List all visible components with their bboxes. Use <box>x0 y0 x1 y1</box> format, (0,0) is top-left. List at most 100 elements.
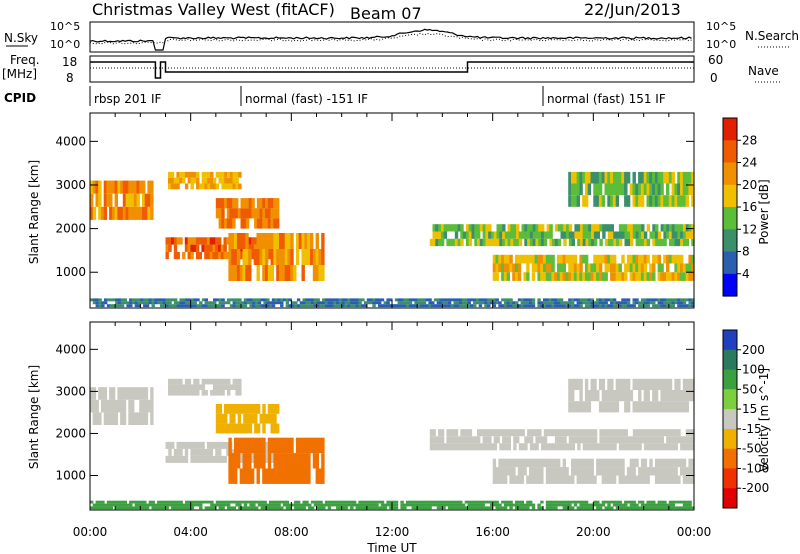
heatmap-cell <box>139 206 143 220</box>
heatmap-cell <box>607 467 611 476</box>
heatmap-cell <box>688 304 692 308</box>
heatmap-cell <box>618 224 623 232</box>
heatmap-cell <box>103 387 108 400</box>
heatmap-cell <box>640 378 645 390</box>
heatmap-cell <box>607 224 612 232</box>
heatmap-cell <box>523 272 527 281</box>
heatmap-cell <box>287 453 291 469</box>
heatmap-cell <box>276 437 280 454</box>
heatmap-cell <box>277 506 281 510</box>
heatmap-cell <box>227 171 231 178</box>
heatmap-cell <box>657 171 661 184</box>
heatmap-cell <box>235 198 239 209</box>
heatmap-cell <box>621 254 625 264</box>
heatmap-cell <box>125 193 129 207</box>
heatmap-cell <box>507 231 511 239</box>
heatmap-cell <box>546 231 550 239</box>
heatmap-cell <box>90 387 94 400</box>
heatmap-cell <box>229 298 234 302</box>
heatmap-cell <box>301 233 305 249</box>
heatmap-cell <box>450 304 455 308</box>
heatmap-cell <box>150 387 154 400</box>
heatmap-cell <box>296 500 301 504</box>
heatmap-cell <box>596 231 600 239</box>
heatmap-cell <box>507 436 511 444</box>
heatmap-cell <box>618 429 623 437</box>
heatmap-cell <box>232 384 236 390</box>
heatmap-cell <box>534 254 538 264</box>
heatmap-cell <box>643 443 648 451</box>
heatmap-cell <box>95 399 99 413</box>
heatmap-cell <box>145 503 150 507</box>
heatmap-cell <box>655 436 659 444</box>
power-ytick-label: 4000 <box>55 134 86 148</box>
heatmap-cell <box>431 301 435 305</box>
heatmap-cell <box>179 500 183 504</box>
heatmap-cell <box>559 475 564 484</box>
heatmap-cell <box>245 218 250 229</box>
heatmap-cell <box>513 443 517 451</box>
heatmap-cell <box>120 304 125 308</box>
heatmap-cell <box>691 171 695 184</box>
heatmap-cell <box>632 443 637 451</box>
heatmap-cell <box>224 171 228 178</box>
heatmap-cell <box>380 503 385 507</box>
heatmap-cell <box>473 506 477 510</box>
heatmap-cell <box>403 304 407 308</box>
heatmap-cell <box>336 304 340 308</box>
heatmap-cell <box>481 506 485 510</box>
heatmap-cell <box>668 378 673 390</box>
heatmap-cell <box>559 263 564 273</box>
heatmap-cell <box>380 298 385 302</box>
heatmap-cell <box>652 254 656 264</box>
heatmap-cell <box>540 254 544 264</box>
heatmap-cell <box>366 503 371 507</box>
heatmap-cell <box>290 453 294 469</box>
heatmap-cell <box>103 193 108 207</box>
heatmap-cell <box>215 198 220 209</box>
heatmap-cell <box>646 443 651 451</box>
heatmap-cell <box>531 475 536 484</box>
heatmap-cell <box>176 506 181 510</box>
heatmap-cell <box>624 503 628 507</box>
heatmap-cell <box>350 301 354 305</box>
heatmap-cell <box>310 249 314 265</box>
heatmap-cell <box>232 208 236 219</box>
heatmap-cell <box>513 224 517 232</box>
heatmap-cell <box>635 401 639 413</box>
heatmap-cell <box>487 298 491 302</box>
heatmap-cell <box>610 506 614 510</box>
colorbar-tick-label: 12 <box>742 222 757 236</box>
heatmap-cell <box>503 500 508 504</box>
heatmap-cell <box>540 272 544 281</box>
heatmap-cell <box>524 238 528 247</box>
heatmap-cell <box>171 506 175 510</box>
heatmap-cell <box>98 412 102 425</box>
heatmap-cell <box>610 183 614 196</box>
heatmap-cell <box>199 304 203 308</box>
heatmap-cell <box>666 254 670 264</box>
heatmap-cell <box>601 171 606 184</box>
heatmap-cell <box>593 500 597 504</box>
colorbar-tick-label: 28 <box>742 133 757 147</box>
heatmap-cell <box>587 503 592 507</box>
heatmap-cell <box>518 429 523 437</box>
heatmap-cell <box>512 304 516 308</box>
colorbar-swatch <box>723 184 737 208</box>
heatmap-cell <box>649 503 653 507</box>
heatmap-cell <box>400 301 404 305</box>
freq-tick-bottom: 8 <box>66 71 74 85</box>
heatmap-cell <box>145 304 150 308</box>
heatmap-cell <box>652 231 656 239</box>
heatmap-cell <box>495 263 499 273</box>
heatmap-cell <box>313 304 318 308</box>
heatmap-cell <box>350 304 354 308</box>
heatmap-cell <box>428 298 432 302</box>
heatmap-cell <box>159 506 164 510</box>
heatmap-cell <box>249 304 253 308</box>
heatmap-cell <box>330 500 334 504</box>
heatmap-cell <box>604 171 608 184</box>
heatmap-cell <box>456 298 460 302</box>
heatmap-cell <box>599 436 603 444</box>
heatmap-cell <box>632 254 636 264</box>
